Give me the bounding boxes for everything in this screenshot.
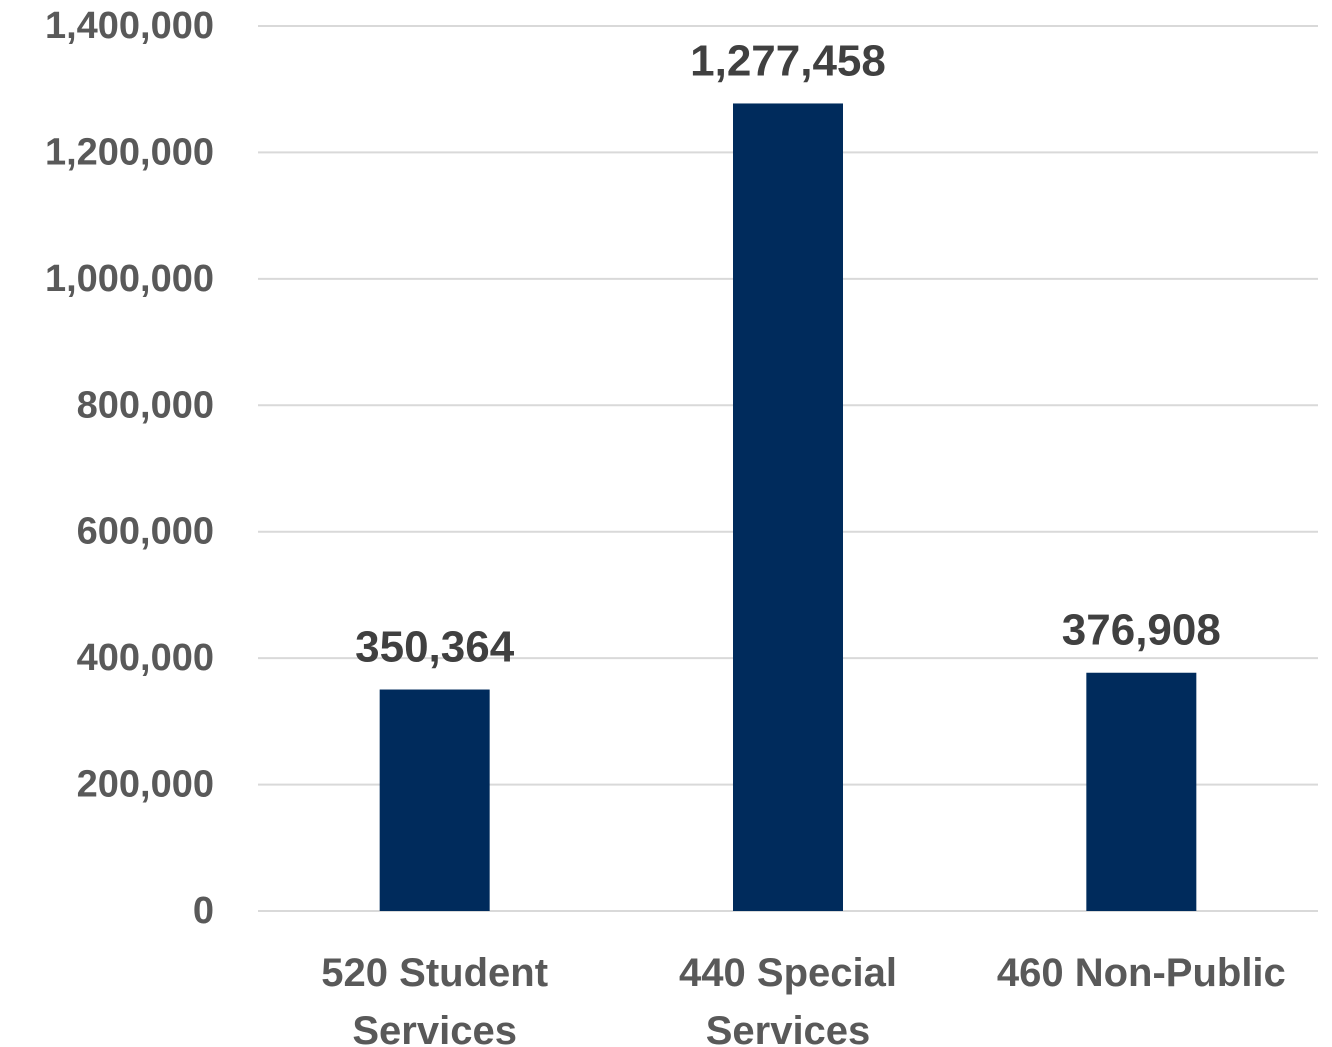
x-category-label: 520 Student Services (321, 951, 548, 1047)
y-tick-label: 800,000 (77, 384, 214, 426)
x-category-label-line: 460 Non-Public (997, 951, 1286, 995)
data-label: 1,277,458 (690, 36, 886, 85)
y-tick-label: 200,000 (77, 764, 214, 806)
x-category-label-line: Services (352, 1009, 517, 1047)
x-category-label: 440 Special Services (679, 951, 897, 1047)
x-category-label-line: 440 Special (679, 951, 897, 995)
data-label: 350,364 (355, 623, 515, 672)
y-tick-label: 600,000 (77, 511, 214, 553)
y-tick-label: 1,400,000 (45, 5, 214, 47)
bar (733, 103, 843, 911)
bar (379, 689, 490, 911)
x-category-label-line: 520 Student (321, 951, 548, 995)
y-tick-label: 1,000,000 (45, 258, 214, 300)
x-axis-category-labels: 520 Student Services 440 Special Services 46… (321, 951, 1286, 1047)
y-tick-label: 0 (193, 890, 214, 932)
y-tick-label: 400,000 (77, 637, 214, 679)
y-tick-label: 1,200,000 (45, 131, 214, 173)
data-label: 376,908 (1062, 606, 1221, 655)
y-axis-tick-labels: 0 200,000 400,000 600,000 800,000 1,000,000 1,… (45, 5, 214, 932)
x-category-label: 460 Non-Public (997, 951, 1286, 995)
bar (1086, 672, 1197, 911)
x-category-label-line: Services (706, 1009, 871, 1047)
data-labels: 350,364 1,277,458 376,908 (355, 36, 1221, 671)
bars (379, 103, 1197, 911)
